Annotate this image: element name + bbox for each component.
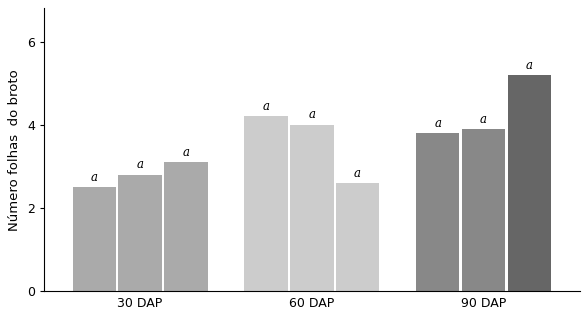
- Y-axis label: Número folhas  do broto: Número folhas do broto: [8, 69, 21, 231]
- Text: a: a: [136, 158, 143, 171]
- Bar: [462, 129, 505, 291]
- Text: a: a: [91, 171, 98, 184]
- Bar: [416, 133, 459, 291]
- Text: a: a: [354, 167, 361, 180]
- Text: a: a: [434, 117, 441, 130]
- Bar: [290, 125, 333, 291]
- Text: a: a: [262, 100, 269, 113]
- Bar: [336, 183, 379, 291]
- Bar: [244, 116, 288, 291]
- Text: a: a: [526, 59, 533, 72]
- Bar: [507, 75, 551, 291]
- Text: a: a: [308, 108, 315, 121]
- Text: a: a: [182, 146, 189, 159]
- Bar: [72, 187, 116, 291]
- Bar: [164, 162, 208, 291]
- Bar: [118, 175, 162, 291]
- Text: a: a: [480, 113, 487, 126]
